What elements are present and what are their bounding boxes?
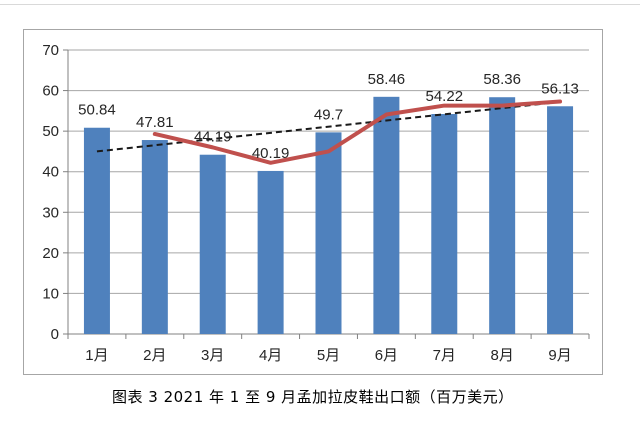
data-label-4月: 40.19 [252, 145, 290, 162]
y-tick-label-20: 20 [42, 245, 59, 262]
x-category-label-6: 6月 [375, 347, 398, 364]
x-category-label-1: 1月 [85, 347, 108, 364]
bar-1月 [83, 127, 110, 334]
chart-canvas: 0 10 20 30 40 50 60 70 50.84 47.81 44.19 40.19 49.7 5… [42, 42, 590, 364]
y-tick-label-50: 50 [42, 123, 59, 140]
data-label-5月: 49.7 [314, 106, 343, 123]
chart-frame: 0 10 20 30 40 50 60 70 50.84 47.81 44.19 40.19 49.7 5… [23, 29, 603, 375]
top-divider-line [0, 4, 640, 5]
x-category-label-5: 5月 [317, 347, 340, 364]
x-category-label-9: 9月 [548, 347, 571, 364]
y-tick-label-0: 0 [51, 326, 59, 343]
data-label-2月: 47.81 [136, 114, 174, 131]
data-label-6月: 58.46 [368, 71, 406, 88]
bar-2月 [141, 140, 168, 334]
data-label-9月: 56.13 [541, 80, 579, 97]
figure-caption: 图表 3 2021 年 1 至 9 月孟加拉皮鞋出口额（百万美元） [112, 388, 514, 406]
bar-3月 [199, 154, 226, 334]
y-tick-label-40: 40 [42, 164, 59, 181]
moving-average-line [152, 99, 563, 165]
y-tick-label-30: 30 [42, 204, 59, 221]
y-tick-label-10: 10 [42, 285, 59, 302]
bar-5月 [315, 132, 342, 334]
x-category-label-8: 8月 [490, 347, 513, 364]
data-label-1月: 50.84 [78, 102, 116, 119]
x-category-label-2: 2月 [143, 347, 166, 364]
bar-9月 [547, 106, 574, 334]
trendline-dashed [96, 100, 561, 153]
y-tick-label-60: 60 [42, 83, 59, 100]
bar-7月 [431, 114, 458, 334]
bar-6月 [373, 96, 400, 334]
x-category-label-3: 3月 [201, 347, 224, 364]
x-category-label-7: 7月 [433, 347, 456, 364]
bar-4月 [257, 170, 284, 334]
x-category-label-4: 4月 [259, 347, 282, 364]
y-tick-label-70: 70 [42, 42, 59, 59]
data-label-8月: 58.36 [483, 71, 521, 88]
bar-8月 [489, 97, 516, 334]
data-label-7月: 54.22 [426, 88, 464, 105]
data-label-3月: 44.19 [194, 129, 232, 146]
